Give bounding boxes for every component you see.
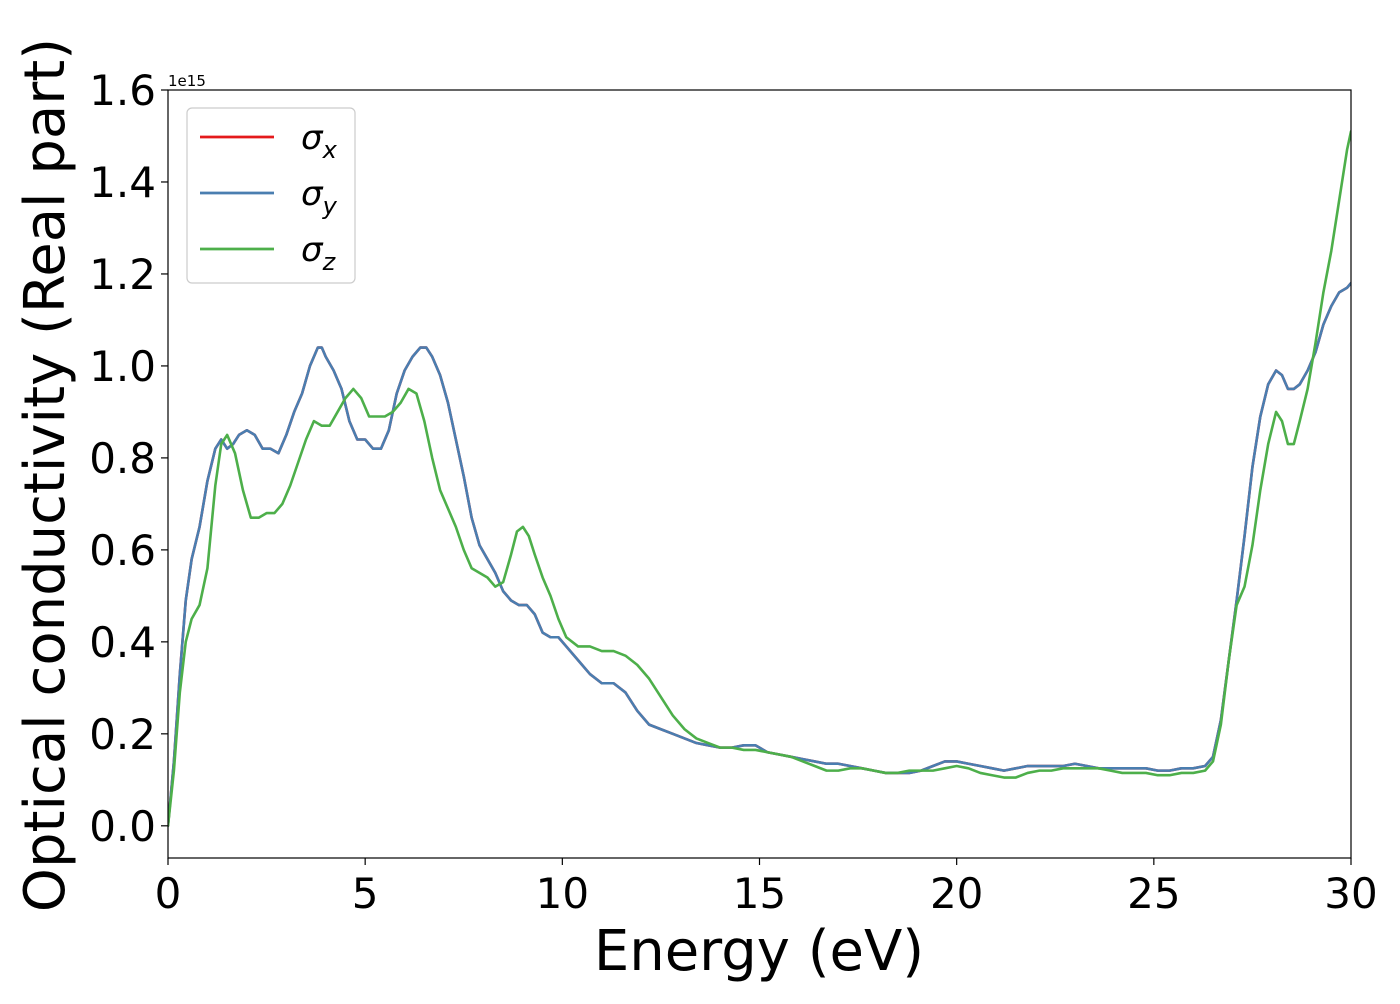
x-axis-title: Energy (eV) — [594, 919, 924, 984]
legend-label: σz — [301, 230, 337, 276]
legend-label: σx — [301, 118, 338, 164]
x-tick-label: 20 — [930, 869, 983, 918]
x-tick-label: 10 — [536, 869, 589, 918]
legend-subscript: x — [322, 136, 338, 164]
y-tick-label: 1.2 — [89, 250, 156, 299]
series-line-y — [168, 281, 1351, 828]
legend-entry-x: σx — [200, 118, 338, 164]
y-axis-title: Optical conductivity (Real part) — [13, 38, 78, 912]
y-tick-label: 1.4 — [89, 158, 156, 207]
legend-symbol: σ — [301, 118, 324, 158]
x-tick-label: 0 — [155, 869, 182, 918]
x-tick-label: 25 — [1127, 869, 1180, 918]
x-tick-label: 5 — [352, 869, 379, 918]
legend-symbol: σ — [301, 174, 324, 214]
legend-entry-y: σy — [200, 174, 338, 220]
y-tick-label: 0.4 — [89, 618, 156, 667]
series-line-z — [168, 130, 1351, 828]
y-tick-label: 0.2 — [89, 710, 156, 759]
legend-symbol: σ — [301, 230, 324, 270]
y-tick-label: 1.0 — [89, 342, 156, 391]
y-tick-label: 0.6 — [89, 526, 156, 575]
x-tick-label: 15 — [733, 869, 786, 918]
legend-subscript: z — [322, 248, 337, 276]
legend-label: σy — [301, 174, 338, 220]
legend-entry-z: σz — [200, 230, 337, 276]
legend-subscript: y — [322, 192, 338, 220]
series-layer — [168, 130, 1351, 828]
y-offset-label: 1e15 — [168, 72, 206, 90]
axes-layer: 0 5 10 15 20 25 30 0.0 0.2 0.4 0.6 0.8 1.0 1.2 1.4 1.6 — [89, 66, 1378, 918]
legend-box — [186, 107, 356, 284]
y-tick-label: 1.6 — [89, 66, 156, 115]
y-tick-label: 0.0 — [89, 802, 156, 851]
y-tick-label: 0.8 — [89, 434, 156, 483]
x-tick-label: 30 — [1324, 869, 1377, 918]
